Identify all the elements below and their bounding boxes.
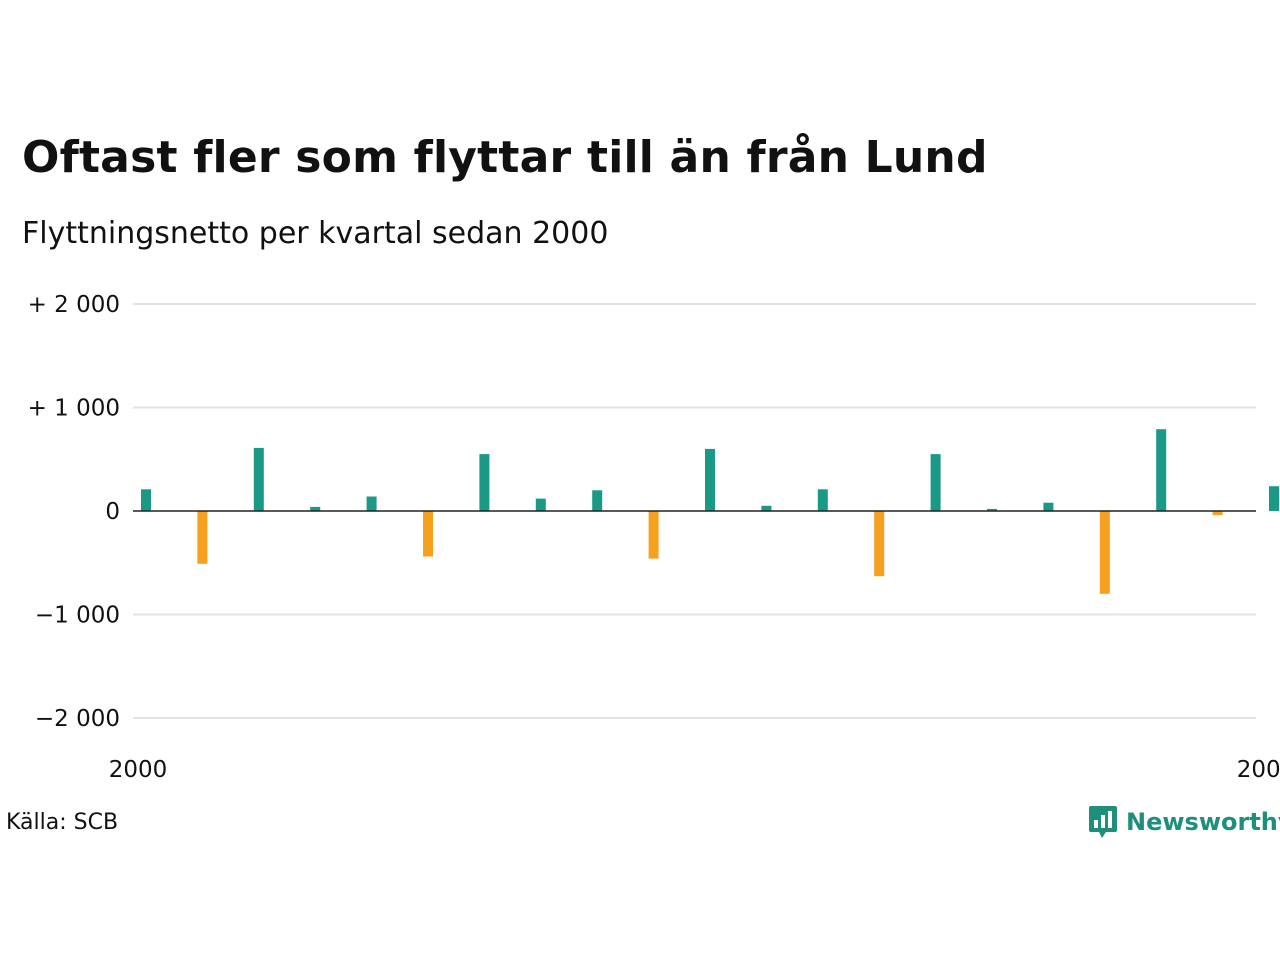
bar-negative: [197, 511, 208, 564]
bar-positive: [930, 454, 941, 511]
x-tick-label: 2005: [1237, 757, 1280, 783]
bars: [141, 429, 1279, 594]
chart-title: Oftast fler som flyttar till än från Lun…: [22, 132, 988, 183]
bar-positive: [1043, 502, 1054, 511]
y-tick-label: + 2 000: [28, 292, 120, 318]
x-axis-labels: 20002005201020152020: [109, 757, 1280, 783]
bar-positive: [141, 489, 151, 511]
x-tick-label: 2000: [109, 757, 168, 783]
bar-positive: [479, 454, 490, 511]
bar-negative: [423, 511, 433, 557]
bar-positive: [253, 447, 264, 511]
grid-lines: [133, 303, 1256, 719]
bar-positive: [987, 508, 997, 511]
bar-negative: [648, 511, 659, 559]
bar-positive: [761, 505, 772, 511]
bar-positive: [535, 498, 546, 511]
bar-positive: [366, 496, 377, 511]
bar-positive: [817, 489, 828, 511]
y-tick-label: 0: [105, 499, 120, 525]
bar-negative: [874, 511, 885, 577]
y-tick-label: −2 000: [35, 706, 120, 732]
newsworthy-chart-bubble-icon: [1089, 806, 1117, 838]
bar-negative: [1099, 511, 1110, 594]
source-note: Källa: SCB: [6, 810, 119, 835]
bar-negative: [1212, 511, 1223, 516]
bar-positive: [1269, 486, 1279, 511]
y-tick-label: −1 000: [35, 603, 120, 629]
chart-subtitle: Flyttningsnetto per kvartal sedan 2000: [22, 216, 609, 251]
bar-positive: [705, 448, 715, 511]
bar-positive: [1156, 429, 1167, 511]
bar-positive: [592, 490, 603, 511]
y-tick-label: + 1 000: [28, 396, 120, 422]
bar-positive: [310, 506, 321, 511]
y-axis-labels: + 2 000 + 1 000 0 −1 000 −2 000: [28, 292, 120, 732]
brand-name: Newsworthy: [1126, 808, 1280, 836]
brand-logo: Newsworthy: [1088, 802, 1280, 842]
